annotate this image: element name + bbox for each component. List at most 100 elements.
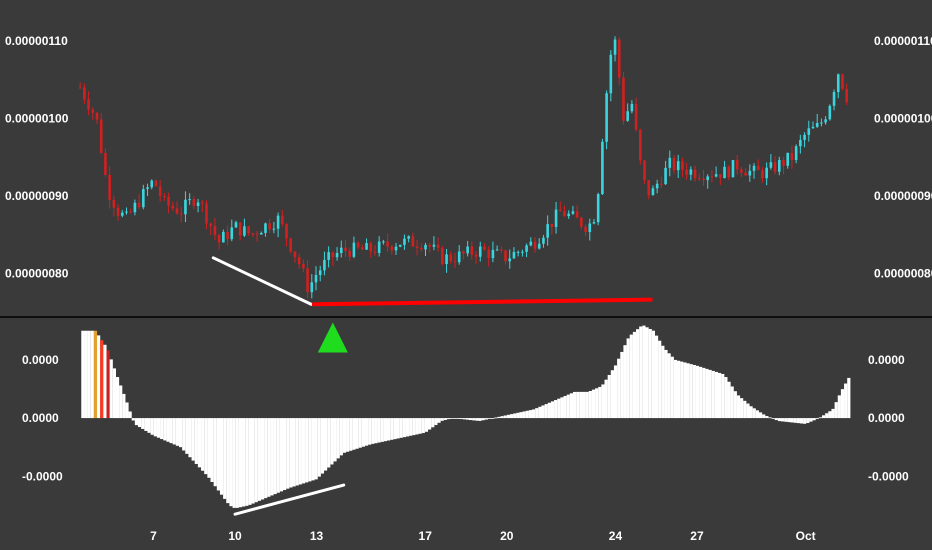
candle-body xyxy=(411,236,415,247)
candle-body xyxy=(192,199,196,207)
candle-body xyxy=(630,103,634,112)
histogram-bar xyxy=(223,418,227,499)
candle-body xyxy=(521,251,524,253)
candle-body xyxy=(213,226,217,235)
histogram-bar xyxy=(654,335,659,419)
histogram-bar xyxy=(607,374,611,419)
candle-body xyxy=(807,128,811,135)
histogram-bar xyxy=(156,418,161,438)
candle-body xyxy=(634,103,638,130)
candle-body xyxy=(820,122,823,124)
histogram-bar xyxy=(651,330,655,419)
candle-body xyxy=(205,203,208,224)
x-axis: 7 10 13 17 20 24 27 Oct xyxy=(150,529,815,543)
histogram-bar xyxy=(821,415,826,419)
histogram-bar xyxy=(818,417,823,419)
histogram-bar xyxy=(443,418,447,420)
histogram-bar xyxy=(333,418,337,462)
histogram-bar xyxy=(352,418,356,450)
candle-body xyxy=(179,213,183,215)
histogram-bar xyxy=(484,418,488,420)
candle-body xyxy=(845,88,848,103)
candle-body xyxy=(441,247,444,265)
histogram-bar xyxy=(579,391,583,419)
osc-y-tick-right: -0.0000 xyxy=(868,469,909,483)
candle-body xyxy=(133,202,137,213)
candle-body xyxy=(841,74,844,89)
histogram-bar xyxy=(229,418,233,507)
histogram-bar xyxy=(235,418,239,508)
histogram-bar xyxy=(623,345,627,419)
osc-y-tick-left: 0.0000 xyxy=(22,411,59,425)
candle-body xyxy=(740,169,743,173)
candle-body xyxy=(420,247,423,250)
histogram-bar xyxy=(374,418,378,444)
candle-body xyxy=(702,178,705,181)
candle-body xyxy=(78,87,82,89)
candle-body xyxy=(285,223,288,239)
candle-body xyxy=(247,226,250,234)
histogram-bar xyxy=(440,418,444,421)
candle-body xyxy=(200,202,204,204)
histogram-bar xyxy=(219,418,224,495)
histogram-bar xyxy=(774,418,778,421)
histogram-bar xyxy=(538,406,542,419)
histogram-bar xyxy=(506,414,510,419)
histogram-bar xyxy=(730,386,734,419)
histogram-bar xyxy=(563,395,567,419)
histogram-bar xyxy=(714,371,719,419)
candle-body xyxy=(272,228,276,230)
histogram-bar xyxy=(692,364,696,419)
histogram-bar xyxy=(412,418,416,436)
histogram-bar xyxy=(601,384,605,419)
candle-body xyxy=(723,166,726,179)
histogram-bar xyxy=(415,418,419,435)
histogram-bar xyxy=(138,418,142,428)
candle-body xyxy=(609,54,613,94)
candle-body xyxy=(188,199,191,201)
candle-body xyxy=(230,227,234,240)
candle-body xyxy=(512,251,516,259)
candle-body xyxy=(314,274,318,283)
candle-body xyxy=(137,202,141,208)
histogram-bar xyxy=(632,331,637,419)
histogram-bar xyxy=(702,367,706,419)
histogram-bar xyxy=(270,418,274,496)
candle-body xyxy=(268,223,271,230)
candle-body xyxy=(706,176,709,181)
candle-body xyxy=(836,74,840,92)
candle-body xyxy=(672,157,676,171)
histogram-bar xyxy=(825,413,829,419)
price-y-tick-right: 0.00000080 xyxy=(874,266,932,280)
candle-body xyxy=(782,159,785,166)
histogram-bar xyxy=(201,418,205,471)
candle-body xyxy=(445,254,448,265)
candle-body xyxy=(773,162,777,172)
candle-body xyxy=(639,129,642,161)
candle-body xyxy=(714,174,718,177)
histogram-bar xyxy=(658,340,662,419)
histogram-bar xyxy=(153,418,157,437)
histogram-bar xyxy=(576,391,580,419)
histogram-bar xyxy=(636,329,640,419)
candle-body xyxy=(613,39,617,55)
x-tick-label: 27 xyxy=(690,529,704,543)
histogram-bar xyxy=(604,379,608,419)
buy-signal-triangle xyxy=(317,322,348,353)
histogram-bar xyxy=(320,418,325,474)
histogram-bar xyxy=(550,401,555,419)
candle-body xyxy=(832,91,836,106)
candle-body xyxy=(116,207,120,216)
candle-body xyxy=(87,99,90,110)
histogram-bar xyxy=(478,418,482,421)
candle-body xyxy=(824,119,827,123)
candle-body xyxy=(150,180,154,188)
histogram-bar xyxy=(314,418,318,480)
histogram-bar xyxy=(733,391,737,419)
candle-body xyxy=(175,208,179,214)
histogram-bar xyxy=(204,418,208,475)
histogram-bar xyxy=(434,418,438,426)
histogram-bar xyxy=(342,418,347,453)
candle-body xyxy=(112,199,116,208)
